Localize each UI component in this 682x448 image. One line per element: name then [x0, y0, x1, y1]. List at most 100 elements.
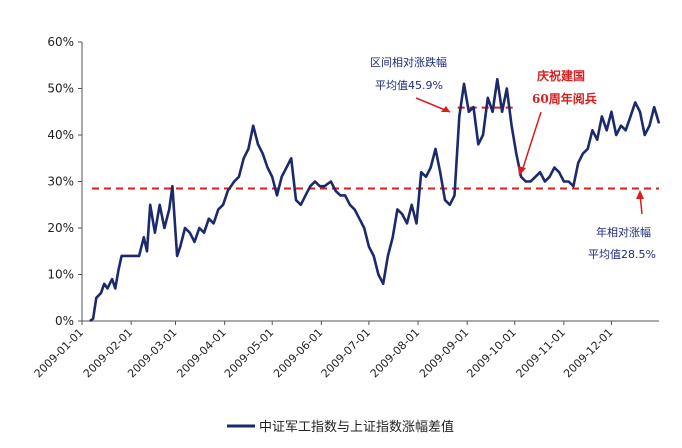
x-tick-label: 2009-07-01	[319, 326, 373, 380]
data-point	[639, 111, 641, 113]
data-point	[630, 115, 632, 117]
data-point	[601, 115, 603, 117]
data-point	[159, 204, 161, 206]
annotation-yearly-line2: 平均值28.5%	[588, 248, 656, 261]
legend-label: 中证军工指数与上证指数涨幅差值	[259, 419, 454, 435]
data-point	[146, 250, 148, 252]
data-point	[89, 320, 91, 322]
data-point	[227, 190, 229, 192]
data-point	[324, 185, 326, 187]
data-point	[596, 139, 598, 141]
data-point	[208, 218, 210, 220]
annotation-yearly-line1: 年相对涨幅	[596, 225, 651, 239]
data-point	[335, 190, 337, 192]
data-point	[149, 204, 151, 206]
data-point	[163, 227, 165, 229]
data-point	[568, 181, 570, 183]
annotation-interval-line2: 平均值45.9%	[375, 79, 443, 92]
data-point	[286, 167, 288, 169]
data-point	[125, 255, 127, 257]
data-point	[130, 255, 132, 257]
data-point	[295, 199, 297, 201]
data-point	[118, 269, 120, 271]
data-point	[339, 194, 341, 196]
annotation-interval-line1: 区间相对涨跌幅	[370, 55, 447, 69]
data-point	[354, 208, 356, 210]
annotation-yearly-average: 年相对涨幅 平均值28.5%	[588, 190, 656, 261]
data-point	[549, 176, 551, 178]
data-point	[487, 97, 489, 99]
data-point	[154, 232, 156, 234]
data-point	[252, 125, 254, 127]
data-point	[558, 171, 560, 173]
y-tick-label: 30%	[47, 175, 74, 189]
data-point	[309, 185, 311, 187]
data-point	[463, 83, 465, 85]
legend: 中证军工指数与上证指数涨幅差值	[227, 419, 454, 435]
data-point	[511, 125, 513, 127]
series-line	[89, 77, 661, 323]
data-point	[262, 153, 264, 155]
data-point	[473, 106, 475, 108]
data-point	[492, 111, 494, 113]
data-point	[411, 204, 413, 206]
x-tick-label: 2009-05-01	[222, 326, 276, 380]
data-point	[396, 208, 398, 210]
data-point	[330, 181, 332, 183]
annotation-interval-average: 区间相对涨跌幅 平均值45.9%	[370, 55, 451, 113]
data-point	[430, 167, 432, 169]
annotation-parade: 庆祝建国 60周年阅兵	[518, 68, 597, 176]
data-point	[143, 236, 145, 238]
data-point	[377, 274, 379, 276]
y-tick-label: 10%	[47, 268, 74, 282]
y-tick-label: 40%	[47, 128, 74, 142]
data-point	[121, 255, 123, 257]
data-point	[587, 148, 589, 150]
data-point	[114, 287, 116, 289]
reference-lines	[92, 106, 659, 190]
x-tick-label: 2009-11-01	[514, 326, 568, 380]
data-point	[238, 176, 240, 178]
annotation-parade-arrow	[521, 111, 542, 172]
series-layer	[89, 77, 661, 323]
data-point	[649, 125, 651, 127]
data-point	[103, 283, 105, 285]
data-point	[305, 194, 307, 196]
data-point	[530, 181, 532, 183]
y-axis: 0% 10% 20% 30% 40% 50% 60%	[47, 35, 83, 328]
data-point	[468, 111, 470, 113]
x-tick-label: 2009-08-01	[368, 326, 422, 380]
data-point	[92, 318, 94, 320]
data-point	[582, 153, 584, 155]
x-tick-label: 2009-04-01	[174, 326, 228, 380]
data-point	[658, 122, 660, 124]
data-point	[281, 176, 283, 178]
data-point	[515, 153, 517, 155]
data-point	[425, 176, 427, 178]
data-point	[290, 157, 292, 159]
data-point	[439, 171, 441, 173]
data-point	[563, 181, 565, 183]
data-point	[610, 111, 612, 113]
data-point	[222, 204, 224, 206]
data-point	[194, 241, 196, 243]
x-axis: 2009-01-012009-02-012009-03-012009-04-01…	[32, 320, 659, 380]
data-point	[344, 194, 346, 196]
data-point	[100, 292, 102, 294]
y-tick-label: 0%	[55, 314, 74, 328]
data-point	[373, 255, 375, 257]
data-point	[271, 176, 273, 178]
data-point	[454, 194, 456, 196]
data-point	[314, 181, 316, 183]
data-point	[319, 185, 321, 187]
annotation-yearly-arrowhead	[636, 190, 644, 199]
data-point	[168, 208, 170, 210]
data-point	[276, 194, 278, 196]
data-point	[416, 222, 418, 224]
data-point	[458, 115, 460, 117]
data-point	[171, 185, 173, 187]
data-point	[176, 255, 178, 257]
data-point	[420, 171, 422, 173]
annotation-parade-line1: 庆祝建国	[536, 68, 585, 83]
